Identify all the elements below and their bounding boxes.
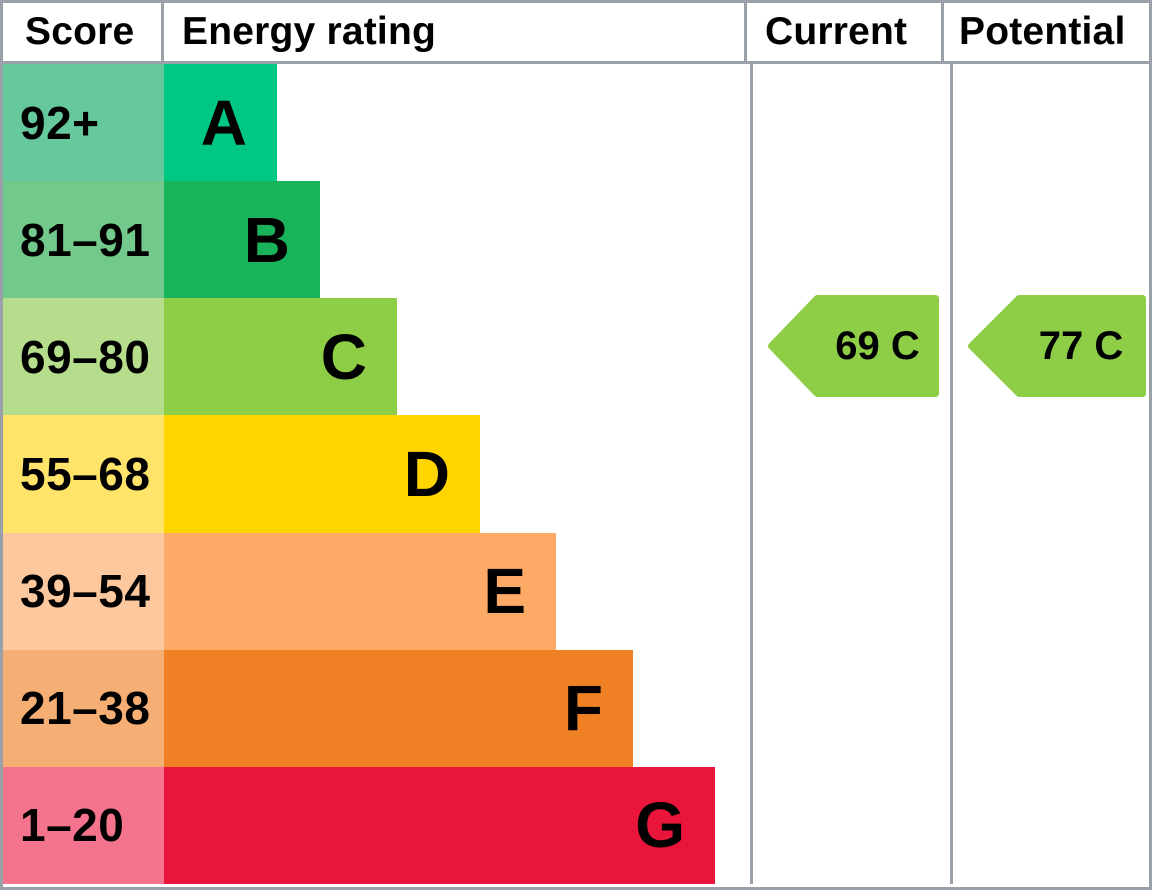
band-row: 39–54 E — [3, 532, 1149, 650]
band-bar: F — [164, 649, 633, 767]
band-row: 21–38 F — [3, 649, 1149, 767]
potential-column-divider — [950, 64, 953, 884]
left-arrow-icon — [968, 295, 1146, 398]
band-rows: 92+ A 81–91 B 69–80 C 55–68 D 39–54 E 21… — [3, 64, 1149, 884]
band-row: 92+ A — [3, 64, 1149, 182]
band-bar: G — [164, 766, 715, 884]
current-rating-arrow: 69 C — [768, 295, 939, 398]
band-bar: A — [164, 64, 277, 182]
left-arrow-icon — [768, 295, 939, 398]
band-score-range: 92+ — [3, 64, 164, 182]
band-bar: D — [164, 415, 480, 533]
band-bar: B — [164, 181, 320, 299]
band-row: 81–91 B — [3, 181, 1149, 299]
potential-rating-arrow: 77 C — [968, 295, 1146, 398]
header-energy-rating: Energy rating — [164, 3, 747, 61]
band-score-range: 55–68 — [3, 415, 164, 533]
band-score-range: 69–80 — [3, 298, 164, 416]
potential-rating-value: 77 C — [1038, 323, 1124, 368]
band-score-range: 1–20 — [3, 766, 164, 884]
current-column-divider — [750, 64, 753, 884]
band-row: 55–68 D — [3, 415, 1149, 533]
header-current: Current — [747, 3, 944, 61]
band-area: 92+ A 81–91 B 69–80 C 55–68 D 39–54 E 21… — [3, 64, 1149, 884]
band-score-range: 81–91 — [3, 181, 164, 299]
header-potential: Potential — [959, 10, 1126, 53]
table-header: Score Energy rating Current Potential — [3, 3, 1149, 64]
band-row: 69–80 C — [3, 298, 1149, 416]
band-row: 1–20 G — [3, 766, 1149, 884]
current-rating-value: 69 C — [835, 323, 920, 368]
band-score-range: 21–38 — [3, 649, 164, 767]
band-score-range: 39–54 — [3, 532, 164, 650]
band-bar: C — [164, 298, 397, 416]
band-bar: E — [164, 532, 556, 650]
header-score: Score — [3, 3, 164, 61]
